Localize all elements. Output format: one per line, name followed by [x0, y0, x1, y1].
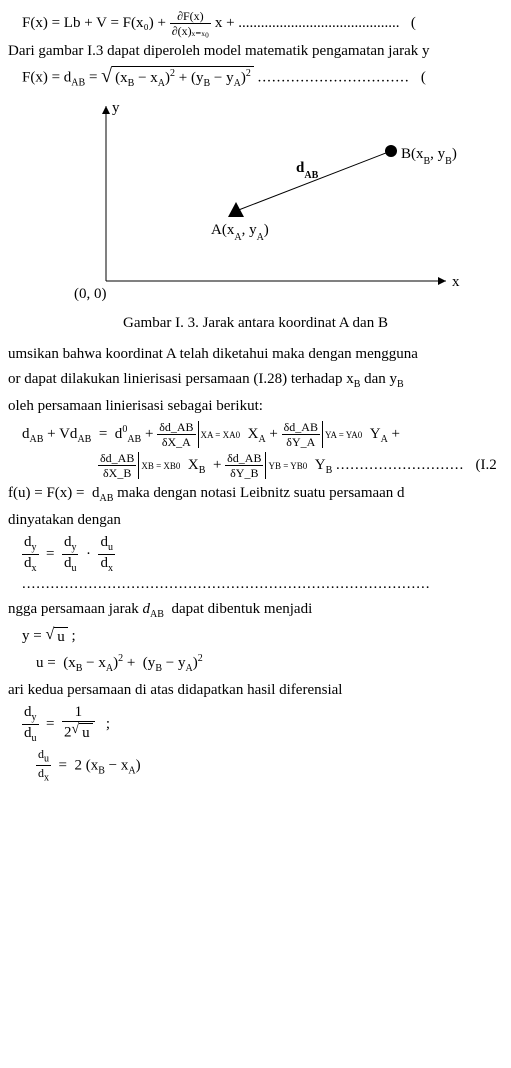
- eq-dots: ................................: [258, 69, 410, 85]
- point-b-label: B(xB, yB): [401, 146, 457, 167]
- distance-label: dAB: [296, 160, 319, 181]
- point-a-label: A(xA, yA): [211, 222, 269, 243]
- frac-num: ∂F(x): [170, 10, 211, 24]
- eq-eq: =: [89, 69, 101, 85]
- frac-den: ∂(x)ₓ₌ₓ₀: [170, 24, 211, 37]
- frac-num: δd_AB: [157, 421, 195, 435]
- frac-den: δX_B: [98, 466, 136, 479]
- equation-chain-rule: dy dx = dy du · du dx ..................…: [8, 535, 503, 595]
- frac-num: δd_AB: [282, 421, 320, 435]
- paragraph: or dapat dilakukan linierisasi persamaan…: [8, 369, 503, 392]
- eq-number: (I.2: [476, 457, 497, 473]
- paragraph: ari kedua persamaan di atas didapatkan h…: [8, 680, 503, 701]
- eq-dots: ........................................…: [22, 576, 431, 592]
- x-axis-label: x: [452, 274, 460, 290]
- frac-den: δX_A: [157, 435, 195, 448]
- eq-fraction: ∂F(x) ∂(x)ₓ₌ₓ₀: [170, 10, 211, 37]
- paragraph: Dari gambar I.3 dapat diperoleh model ma…: [8, 41, 503, 62]
- frac-num: 1: [62, 705, 95, 722]
- equation-i28: F(x) = dAB = √(xB − xA)2 + (yB − yA)2 ..…: [8, 66, 503, 90]
- eq-text: F(x) = Lb + V = F(x₀) +: [22, 15, 166, 31]
- equation-u: u = (xB − xA)2 + (yB − yA)2: [8, 652, 503, 676]
- equation-dydu: dy du = 1 2√u ;: [8, 705, 503, 744]
- paragraph: ngga persamaan jarak dAB dapat dibentuk …: [8, 599, 503, 622]
- eq-number: (: [411, 15, 416, 31]
- paragraph: dinyatakan dengan: [8, 510, 503, 531]
- equation-i29-line1: dAB + VdAB = d0AB + δd_AB δX_A XA = XA0 …: [8, 421, 503, 448]
- figure-caption: Gambar I. 3. Jarak antara koordinat A da…: [8, 315, 503, 332]
- equation-i29-line2: δd_AB δX_B XB = XB0 XB + δd_AB δY_B YB =…: [8, 452, 503, 479]
- frac-num: δd_AB: [225, 452, 263, 466]
- eval-sub: XB = XB0: [141, 461, 180, 471]
- distance-diagram: (0, 0) x y A(xA, yA) B(xB, yB) dAB: [46, 96, 466, 311]
- sqrt: √(xB − xA)2 + (yB − yA)2: [101, 66, 254, 90]
- eq-tail: x + ....................................…: [215, 15, 400, 31]
- equation-i27: F(x) = Lb + V = F(x₀) + ∂F(x) ∂(x)ₓ₌ₓ₀ x…: [8, 10, 503, 37]
- eq-sub: AB: [71, 77, 85, 88]
- equation-y: y = √u ;: [8, 626, 503, 647]
- paragraph: f(u) = F(x) = dAB maka dengan notasi Lei…: [8, 483, 503, 506]
- frac-den: δY_A: [282, 435, 320, 448]
- eval-sub: YB = YB0: [268, 461, 307, 471]
- eq-number: (: [421, 69, 426, 85]
- eq-dots: ...........................: [336, 457, 464, 473]
- y-axis-label: y: [112, 100, 120, 116]
- figure-i3: (0, 0) x y A(xA, yA) B(xB, yB) dAB: [8, 96, 503, 311]
- frac-num: δd_AB: [98, 452, 136, 466]
- equation-dudx: du dx = 2 (xB − xA): [8, 748, 503, 784]
- origin-label: (0, 0): [74, 286, 107, 302]
- eq-text: F(x) = d: [22, 69, 71, 85]
- eval-sub: YA = YA0: [325, 430, 362, 440]
- paragraph: oleh persamaan linierisasi sebagai berik…: [8, 396, 503, 417]
- frac-den: δY_B: [225, 466, 263, 479]
- eval-sub: XA = XA0: [201, 430, 241, 440]
- paragraph: umsikan bahwa koordinat A telah diketahu…: [8, 344, 503, 365]
